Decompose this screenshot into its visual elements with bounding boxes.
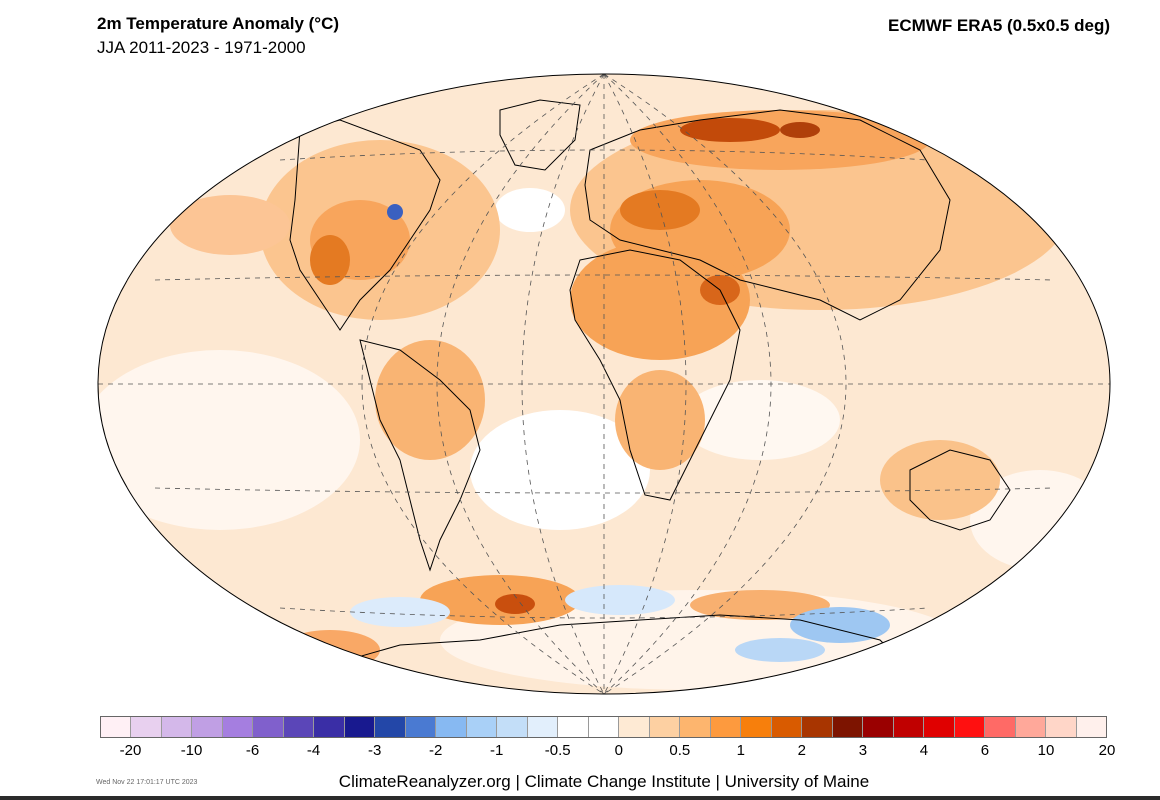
color-scale-cell (558, 717, 589, 737)
color-scale-cell (588, 717, 620, 737)
color-scale-cell (436, 717, 467, 737)
color-scale-cell (1015, 717, 1047, 737)
color-scale-cell (375, 717, 406, 737)
color-scale-tick-label: -20 (119, 742, 142, 759)
color-scale-cell (222, 717, 254, 737)
color-scale-cell (771, 717, 803, 737)
color-scale-tick-label: -0.5 (544, 742, 571, 759)
color-scale-cell (924, 717, 955, 737)
color-scale-tick-label: -6 (245, 742, 260, 759)
color-scale-tick-label: 4 (919, 742, 929, 759)
color-scale-cell (619, 717, 650, 737)
color-scale-tick-label: 2 (797, 742, 807, 759)
globe-outline (97, 73, 1111, 695)
color-scale-cell (985, 717, 1016, 737)
color-scale-cell (283, 717, 315, 737)
credits: ClimateReanalyzer.org | Climate Change I… (338, 772, 870, 791)
chart-title: 2m Temperature Anomaly (°C) (97, 14, 340, 33)
color-scale-cell (741, 717, 772, 737)
color-scale-cell (680, 717, 711, 737)
color-scale-cell (832, 717, 864, 737)
color-scale-cell (954, 717, 986, 737)
color-scale-cell (710, 717, 742, 737)
color-scale-ticks: -20 -10 -6 -4 -3 -2 -1 -0.5 0 0.5 1 2 3 4 6 10 20 (100, 742, 1116, 762)
anomaly-field (98, 74, 1110, 694)
bottom-edge (0, 796, 1160, 800)
color-scale-cell (405, 717, 437, 737)
color-scale-cell (893, 717, 925, 737)
color-scale-cell (131, 717, 162, 737)
color-scale-tick-label: 6 (980, 742, 990, 759)
color-scale-tick-label: 10 (1037, 742, 1055, 759)
color-scale-cell (344, 717, 376, 737)
graticule (98, 74, 1110, 694)
color-scale-cell (863, 717, 894, 737)
color-scale-tick-label: 0.5 (669, 742, 691, 759)
timestamp: Wed Nov 22 17:01:17 UTC 2023 (96, 779, 198, 786)
color-scale-cell (527, 717, 559, 737)
color-scale-tick-label: 3 (858, 742, 868, 759)
color-scale-bar (100, 716, 1107, 738)
coastlines (289, 99, 1011, 666)
color-scale-cell (192, 717, 223, 737)
data-source: ECMWF ERA5 (0.5x0.5 deg) (888, 16, 1110, 35)
color-scale-cell (1046, 717, 1077, 737)
color-scale-tick-label: -3 (367, 742, 382, 759)
color-scale-cell (1076, 717, 1106, 737)
color-scale-cell (161, 717, 193, 737)
color-scale-cell (802, 717, 833, 737)
color-scale-tick-label: -2 (428, 742, 443, 759)
color-scale-tick-label: -4 (306, 742, 321, 759)
color-scale-cell (649, 717, 681, 737)
color-scale-tick-label: 20 (1098, 742, 1116, 759)
color-scale-cell (466, 717, 498, 737)
color-scale-tick-label: -1 (490, 742, 504, 759)
color-scale-tick-label: -10 (180, 742, 203, 759)
color-scale-tick-label: 0 (614, 742, 623, 759)
color-scale-cell (101, 717, 132, 737)
color-scale-cell (497, 717, 528, 737)
color-scale-tick-label: 1 (736, 742, 745, 759)
color-scale-cell (314, 717, 345, 737)
world-anomaly-map (97, 73, 1111, 695)
color-scale-cell (253, 717, 284, 737)
chart-subtitle: JJA 2011-2023 - 1971-2000 (97, 38, 306, 57)
